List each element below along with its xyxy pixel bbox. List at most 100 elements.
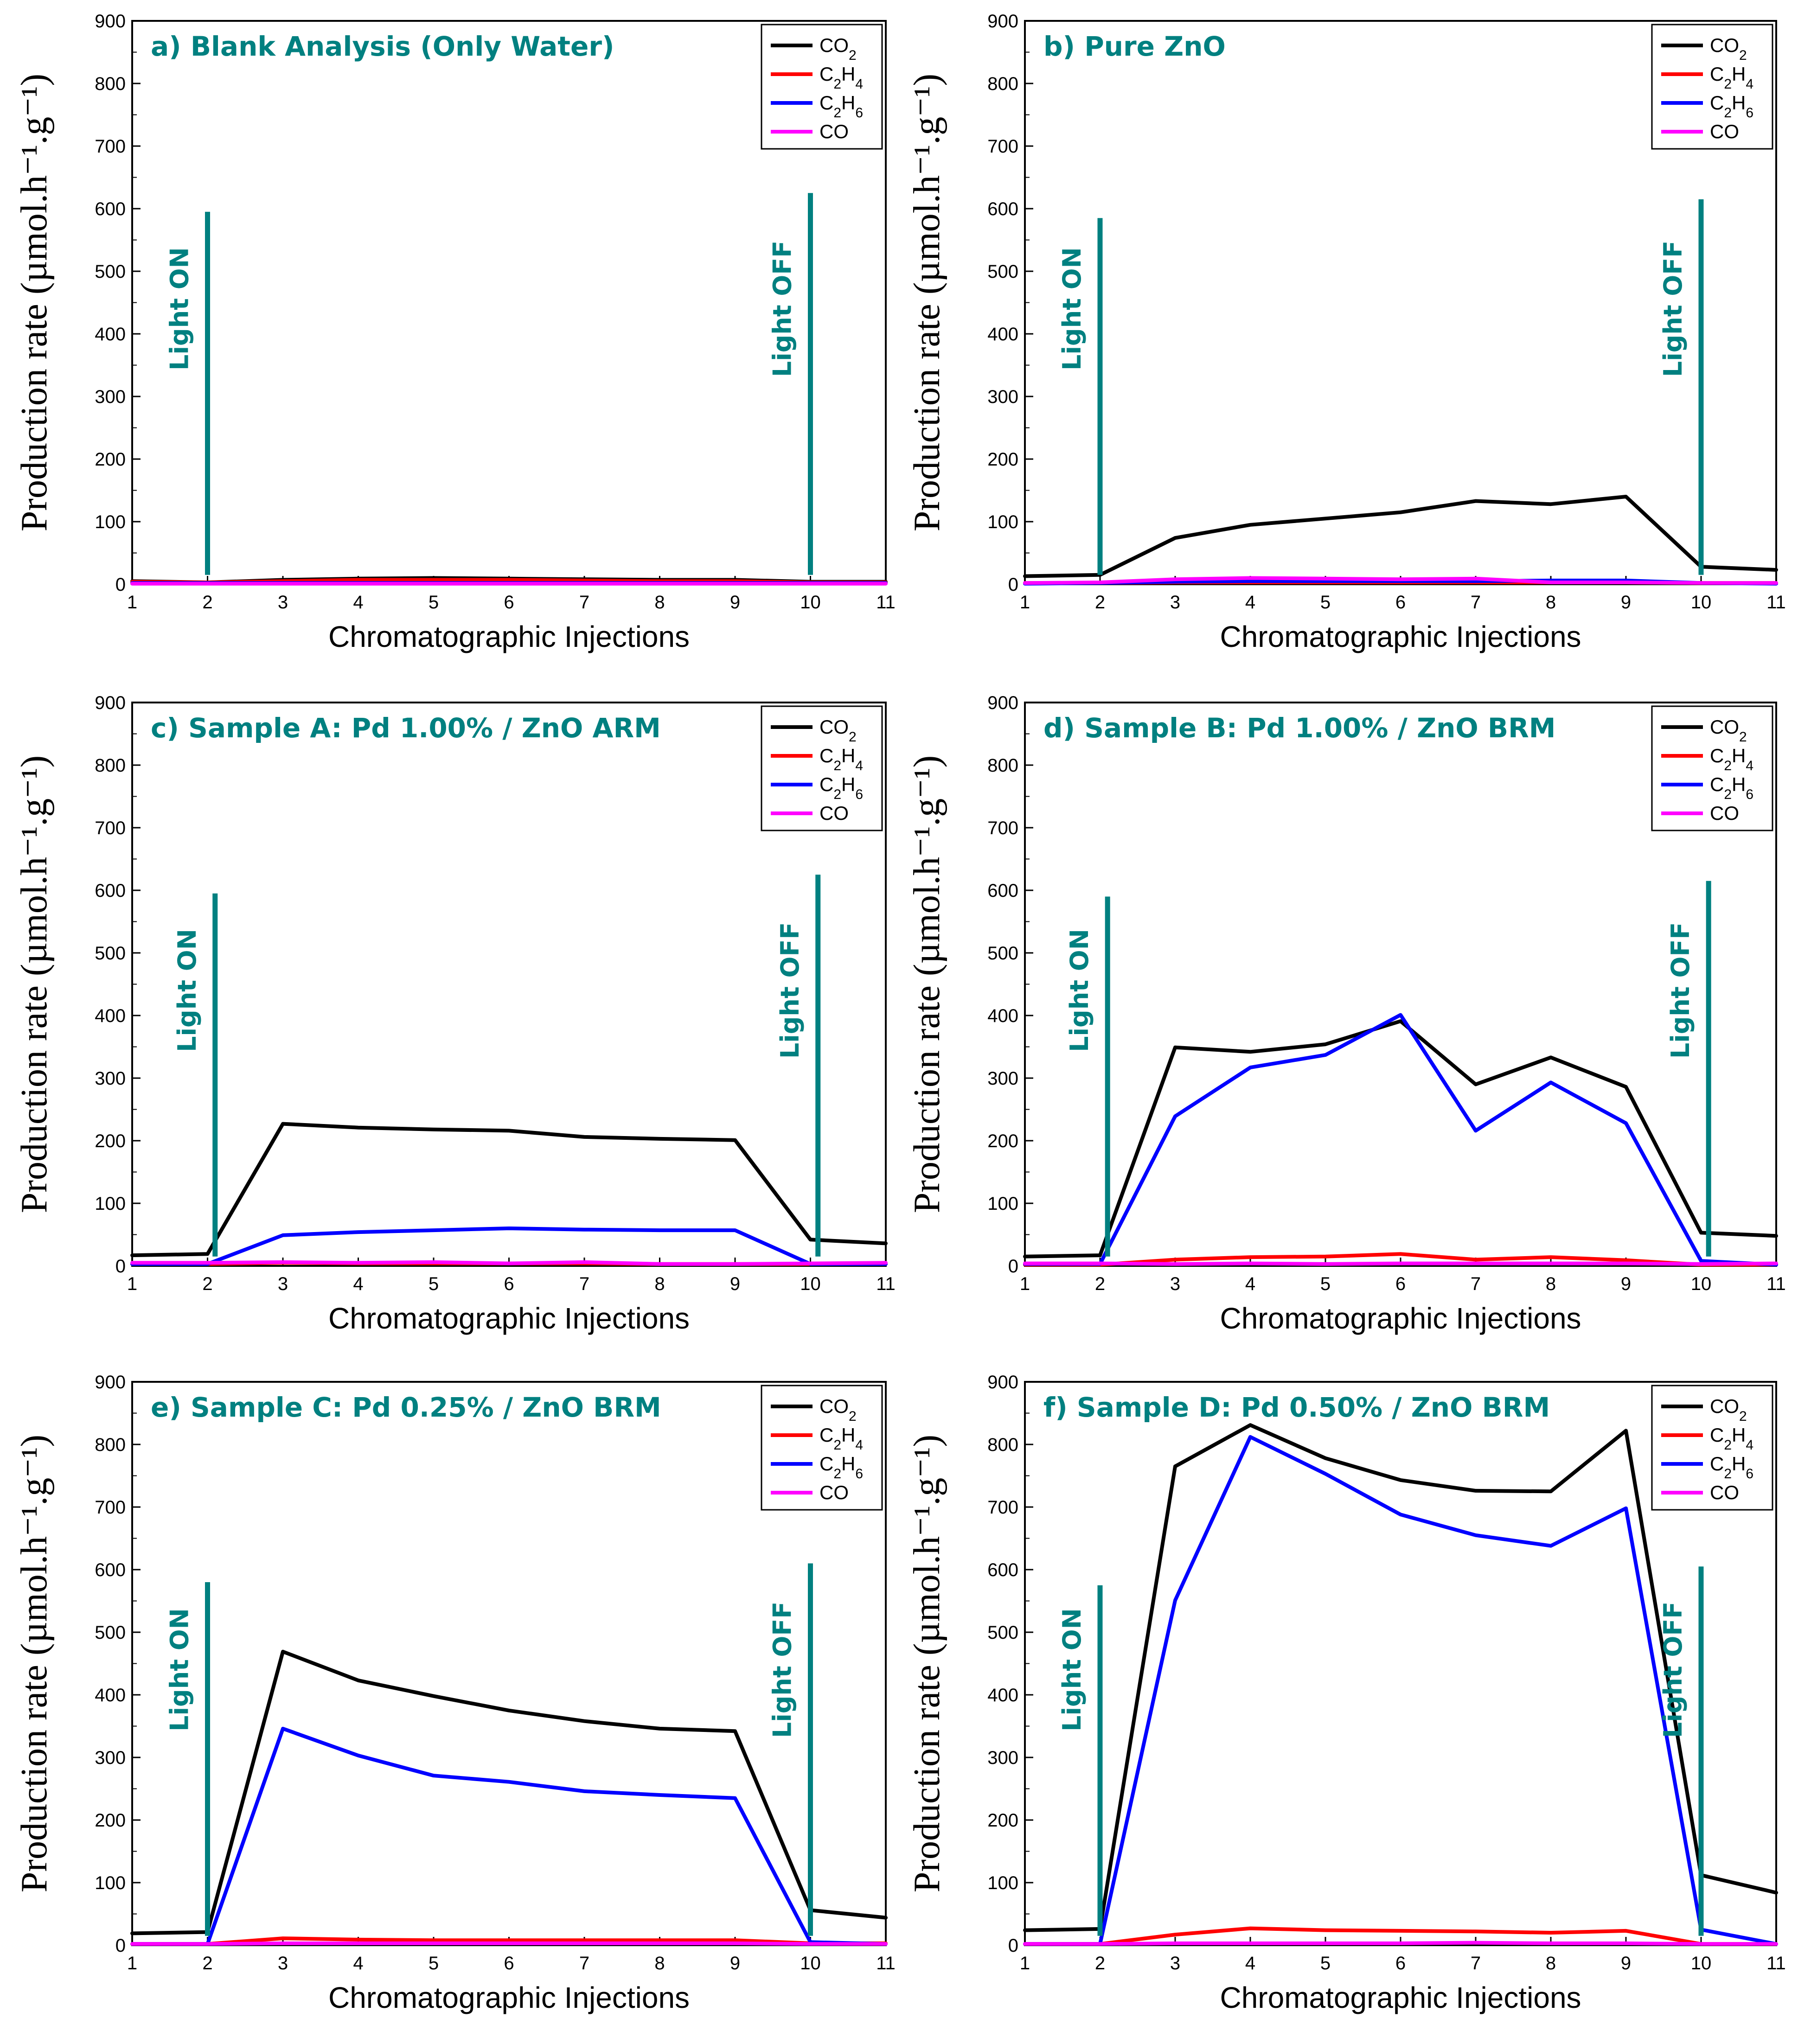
x-tick-label: 2 [202, 592, 212, 613]
y-tick-label: 900 [987, 11, 1018, 32]
y-tick-label: 0 [1008, 1256, 1018, 1277]
x-tick-label: 5 [1320, 592, 1331, 613]
legend-label-co2: CO2 [1710, 716, 1747, 745]
legend-label-c2h4: C2H4 [1710, 1424, 1753, 1453]
y-tick-label: 400 [987, 1685, 1018, 1705]
y-axis-title: Production rate (µmol.h⁻¹.g⁻¹) [14, 1435, 55, 1892]
y-tick-label: 800 [95, 1435, 126, 1455]
x-tick-label: 2 [1095, 592, 1105, 613]
y-tick-label: 700 [95, 1497, 126, 1518]
y-tick-label: 200 [95, 1810, 126, 1831]
x-tick-label: 9 [1621, 1953, 1631, 1974]
x-tick-label: 10 [800, 1953, 821, 1974]
panel-title: e) Sample C: Pd 0.25% / ZnO BRM [151, 1392, 661, 1423]
x-axis-title: Chromatographic Injections [1220, 1302, 1581, 1335]
chart-panel-1: 0 100 200 300 400 500 600 700 800 900 1 2 3 4 5 6 7 8 9 10 1… [14, 11, 896, 653]
x-tick-label: 6 [504, 1953, 514, 1974]
y-tick-label: 100 [987, 512, 1018, 532]
y-tick-label: 400 [95, 1006, 126, 1026]
x-tick-label: 3 [1170, 592, 1180, 613]
x-tick-label: 9 [730, 1274, 740, 1294]
x-tick-label: 8 [1546, 1274, 1556, 1294]
y-tick-label: 500 [95, 1622, 126, 1643]
y-tick-label: 700 [987, 1497, 1018, 1518]
y-tick-label: 200 [95, 449, 126, 470]
x-tick-label: 5 [429, 592, 439, 613]
x-tick-label: 2 [1095, 1953, 1105, 1974]
x-tick-label: 10 [800, 1274, 821, 1294]
y-tick-label: 0 [115, 575, 126, 595]
light-off-label: Light OFF [1658, 1602, 1688, 1738]
x-tick-label: 8 [654, 1274, 665, 1294]
y-tick-label: 900 [95, 11, 126, 32]
x-tick-label: 3 [278, 592, 288, 613]
legend-label-co: CO [1710, 121, 1739, 142]
y-tick-label: 900 [987, 1372, 1018, 1392]
series-line-c2h6 [130, 1226, 888, 1266]
y-tick-label: 400 [95, 1685, 126, 1705]
y-tick-label: 400 [95, 324, 126, 345]
chart-panel-4: 0 100 200 300 400 500 600 700 800 900 1 2 3 4 5 6 7 8 9 10 1… [907, 693, 1786, 1335]
legend-label-c2h6: C2H6 [1710, 92, 1753, 121]
legend-label-c2h6: C2H6 [819, 92, 863, 121]
x-tick-label: 7 [579, 592, 589, 613]
panel-title: b) Pure ZnO [1043, 31, 1226, 62]
x-tick-label: 3 [278, 1274, 288, 1294]
series-line-co2 [1023, 495, 1778, 578]
legend-label-c2h4: C2H4 [819, 1424, 863, 1453]
legend-label-co: CO [1710, 802, 1739, 824]
x-tick-label: 1 [127, 1274, 137, 1294]
series-line-c2h4 [1023, 1926, 1778, 1946]
y-tick-label: 300 [987, 387, 1018, 407]
x-tick-label: 1 [1020, 1274, 1030, 1294]
light-off-label: Light OFF [768, 1602, 797, 1738]
y-tick-label: 500 [95, 262, 126, 282]
x-tick-label: 5 [1320, 1274, 1331, 1294]
y-axis-title: Production rate (µmol.h⁻¹.g⁻¹) [907, 1435, 947, 1892]
x-axis-title: Chromatographic Injections [1220, 1981, 1581, 2014]
x-tick-label: 9 [730, 592, 740, 613]
series-line-c2h4 [1023, 1252, 1778, 1267]
y-tick-label: 700 [95, 818, 126, 838]
panel-title: a) Blank Analysis (Only Water) [151, 31, 614, 62]
y-tick-label: 600 [987, 881, 1018, 901]
y-tick-label: 0 [115, 1935, 126, 1956]
x-tick-label: 1 [1020, 1953, 1030, 1974]
y-tick-label: 100 [95, 1873, 126, 1893]
light-off-label: Light OFF [1658, 241, 1688, 377]
x-tick-label: 4 [353, 1953, 363, 1974]
y-tick-label: 100 [987, 1873, 1018, 1893]
x-tick-label: 11 [876, 1274, 896, 1294]
x-tick-label: 11 [876, 1953, 896, 1974]
x-tick-label: 10 [1691, 1953, 1712, 1974]
y-tick-label: 700 [987, 818, 1018, 838]
legend-label-co2: CO2 [819, 1395, 857, 1424]
legend-label-c2h4: C2H4 [819, 63, 863, 92]
y-tick-label: 400 [987, 324, 1018, 345]
x-tick-label: 7 [1471, 592, 1481, 613]
x-tick-label: 9 [1621, 592, 1631, 613]
x-tick-label: 1 [127, 1953, 137, 1974]
x-tick-label: 7 [579, 1953, 589, 1974]
x-tick-label: 10 [1691, 1274, 1712, 1294]
x-tick-label: 8 [1546, 1953, 1556, 1974]
x-tick-label: 11 [1766, 592, 1786, 613]
y-tick-label: 700 [987, 136, 1018, 157]
legend-label-c2h6: C2H6 [1710, 773, 1753, 802]
y-tick-label: 0 [1008, 575, 1018, 595]
y-tick-label: 800 [95, 74, 126, 94]
legend-label-c2h4: C2H4 [819, 745, 863, 773]
y-axis-title: Production rate (µmol.h⁻¹.g⁻¹) [907, 755, 947, 1213]
y-tick-label: 600 [987, 199, 1018, 219]
x-tick-label: 11 [1766, 1953, 1786, 1974]
series-line-c2h4 [130, 1936, 888, 1946]
y-tick-label: 600 [95, 881, 126, 901]
x-tick-label: 3 [1170, 1274, 1180, 1294]
x-tick-label: 5 [429, 1274, 439, 1294]
y-tick-label: 500 [95, 943, 126, 964]
y-tick-label: 800 [987, 755, 1018, 776]
x-tick-label: 4 [1245, 592, 1255, 613]
light-on-label: Light ON [173, 929, 202, 1052]
